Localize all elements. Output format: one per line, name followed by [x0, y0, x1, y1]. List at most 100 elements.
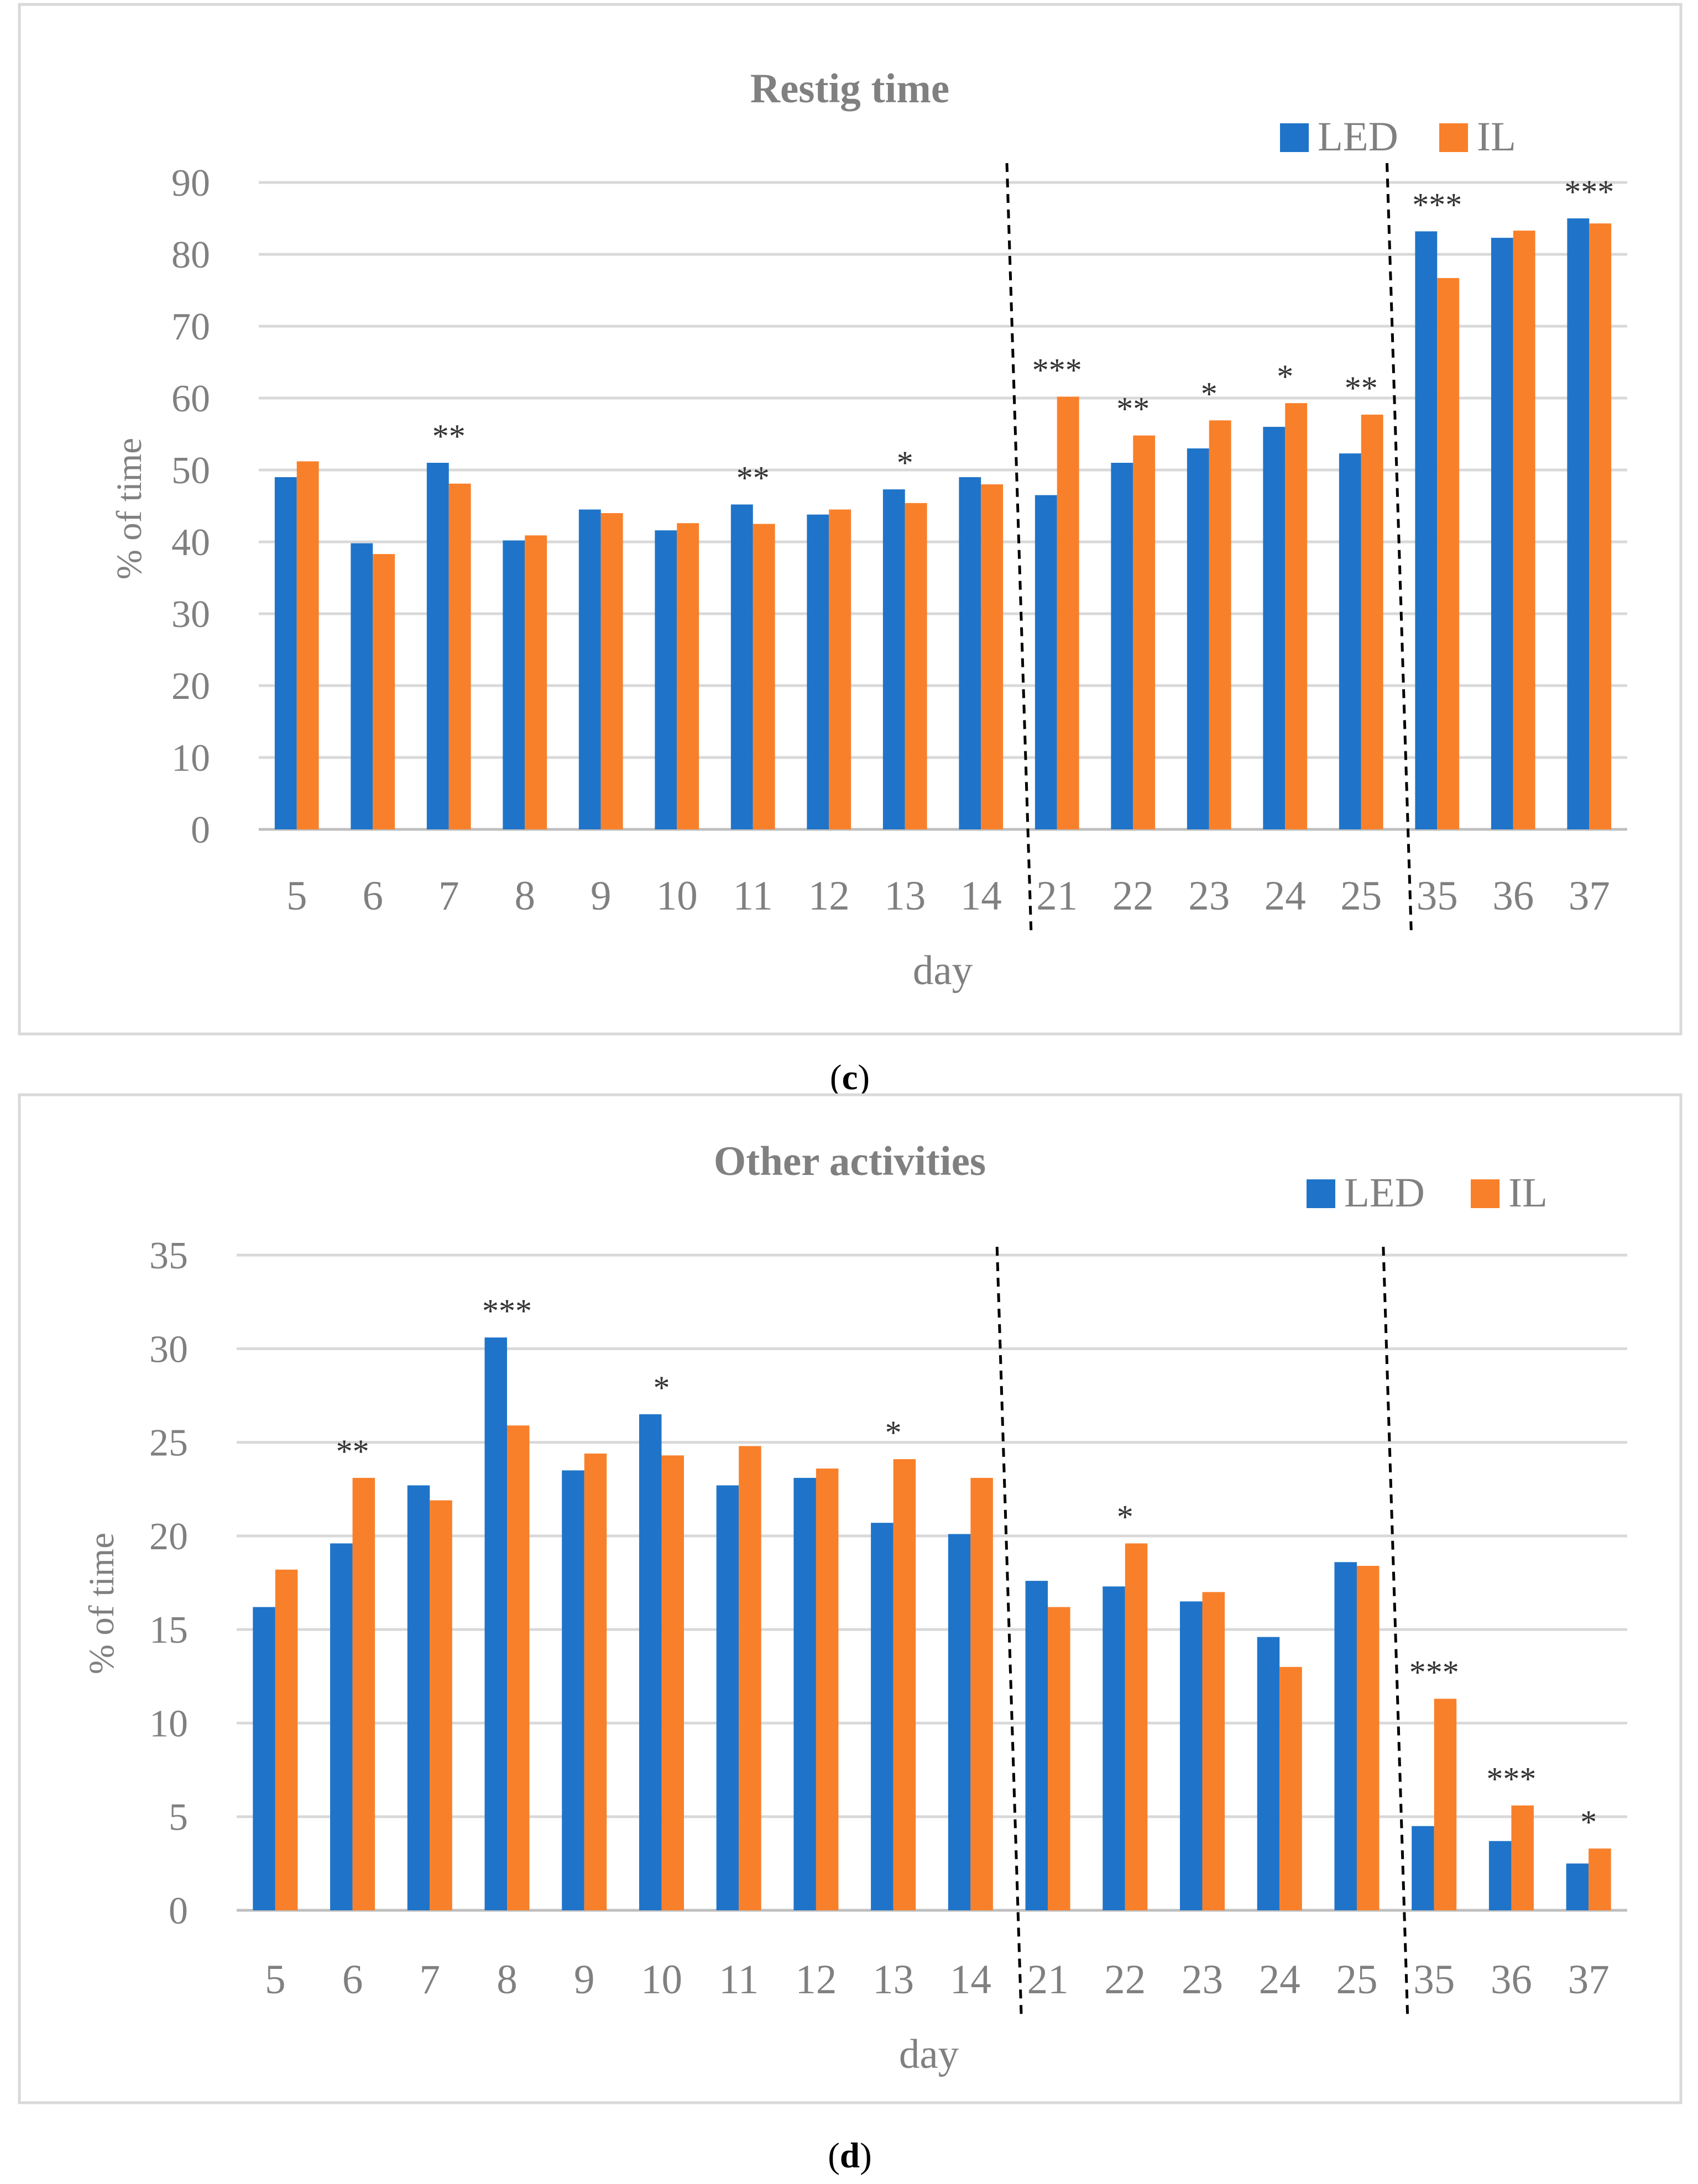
bar-il: [1057, 396, 1079, 829]
legend: LED IL: [1280, 114, 1516, 160]
x-tick-label: 25: [1336, 1957, 1377, 2003]
bar-il: [430, 1500, 452, 1910]
x-tick-label: 37: [1568, 1957, 1610, 2003]
period-separators: [995, 1246, 1409, 2019]
chart-panel-d: Other activities LED IL 0 5 10 15 20 25 30 35 *…: [18, 1093, 1683, 2176]
bar-led: [1111, 463, 1133, 829]
y-tick-label: 70: [171, 306, 210, 348]
bar-il: [816, 1468, 839, 1910]
x-tick-label: 22: [1104, 1957, 1146, 2003]
x-tick-label: 5: [265, 1957, 286, 2003]
bar-il: [1589, 1848, 1611, 1910]
gridlines: [259, 181, 1627, 831]
bar-led: [793, 1477, 816, 1910]
bar-il: [584, 1453, 607, 1910]
significance-label: *: [885, 1414, 902, 1451]
y-tick-label: 20: [171, 665, 210, 708]
legend-swatch-il: [1439, 123, 1468, 152]
bar-led: [1103, 1586, 1125, 1910]
bar-il: [661, 1455, 684, 1910]
bar-il: [1511, 1805, 1534, 1910]
y-tick-label: 10: [149, 1702, 188, 1745]
bar-led: [1257, 1637, 1280, 1910]
significance-label: **: [432, 418, 466, 454]
legend-swatch-il: [1471, 1179, 1500, 1208]
bar-il: [600, 513, 623, 829]
x-tick-label: 7: [420, 1957, 441, 2003]
significance-label: ***: [1409, 1654, 1459, 1690]
bar-led: [871, 1523, 894, 1910]
bar-il: [373, 554, 395, 829]
x-tick-label: 35: [1417, 873, 1458, 919]
bar-led: [562, 1470, 584, 1910]
bar-il: [1434, 1699, 1457, 1910]
significance-label: ***: [482, 1293, 532, 1329]
bar-led: [330, 1543, 353, 1910]
y-tick-label: 35: [149, 1235, 188, 1277]
x-tick-label: 8: [515, 873, 536, 919]
significance-label: *: [1580, 1804, 1597, 1840]
bar-il: [525, 535, 547, 829]
bar-led: [1567, 218, 1590, 829]
bar-il: [739, 1446, 761, 1910]
panel-caption-d: (d): [828, 2136, 871, 2176]
y-tick-label: 50: [171, 450, 210, 492]
bar-led: [716, 1485, 739, 1910]
bar-led: [1035, 495, 1057, 829]
bars: [274, 218, 1612, 830]
x-axis-label: day: [899, 2031, 959, 2077]
bar-led: [639, 1414, 662, 1910]
significance-label: **: [1345, 370, 1378, 406]
y-tick-label: 15: [149, 1609, 188, 1652]
y-tick-label: 80: [171, 234, 210, 276]
bar-led: [1488, 1841, 1512, 1910]
x-tick-label: 10: [641, 1957, 682, 2003]
panel-label: d: [840, 2136, 860, 2176]
y-tick-label: 0: [169, 1890, 188, 1932]
y-tick-label: 40: [171, 521, 210, 564]
bar-led: [1025, 1581, 1048, 1910]
x-tick-label: 12: [795, 1957, 837, 2003]
legend-label-led: LED: [1344, 1170, 1425, 1216]
x-tick-label: 7: [438, 873, 459, 919]
legend: LED IL: [1307, 1170, 1548, 1216]
y-tick-label: 10: [171, 737, 210, 780]
bar-il: [1048, 1607, 1070, 1910]
bar-led: [948, 1534, 971, 1910]
bar-il: [1125, 1543, 1148, 1910]
x-tick-label: 24: [1259, 1957, 1300, 2003]
significance-label: *: [1201, 375, 1218, 412]
bar-led: [1180, 1601, 1203, 1910]
significance-label: ***: [1486, 1760, 1536, 1797]
bar-il: [448, 483, 471, 829]
y-axis-ticks: 0 5 10 15 20 25 30 35: [149, 1235, 188, 1932]
y-axis-label: % of time: [109, 438, 149, 579]
x-tick-label: 13: [884, 873, 926, 919]
bar-il: [296, 461, 319, 829]
x-axis-label: day: [913, 948, 973, 994]
bar-il: [1437, 278, 1460, 829]
bar-led: [1263, 427, 1286, 829]
y-tick-label: 5: [169, 1796, 188, 1839]
bar-led: [578, 509, 601, 829]
x-axis-ticks: 5 6 7 8 9 10 11 12 13 14 21 22 23 24 25 35 36 37: [265, 1957, 1610, 2003]
x-tick-label: 14: [950, 1957, 991, 2003]
significance-label: ***: [1032, 352, 1082, 388]
bar-il: [829, 509, 851, 829]
bar-led: [1566, 1863, 1589, 1910]
x-tick-label: 5: [286, 873, 307, 919]
significance-label: **: [1116, 391, 1150, 427]
bar-led: [351, 543, 373, 829]
x-tick-label: 9: [591, 873, 612, 919]
y-tick-label: 60: [171, 378, 210, 420]
period-separator: [1382, 1246, 1409, 2019]
period-separator: [995, 1246, 1023, 2019]
x-tick-label: 23: [1182, 1957, 1223, 2003]
significance-label: *: [1277, 358, 1293, 395]
bar-il: [893, 1459, 916, 1910]
x-tick-label: 11: [733, 873, 773, 919]
y-tick-label: 20: [149, 1516, 188, 1558]
bar-il: [970, 1477, 993, 1910]
legend-swatch-led: [1280, 123, 1309, 152]
